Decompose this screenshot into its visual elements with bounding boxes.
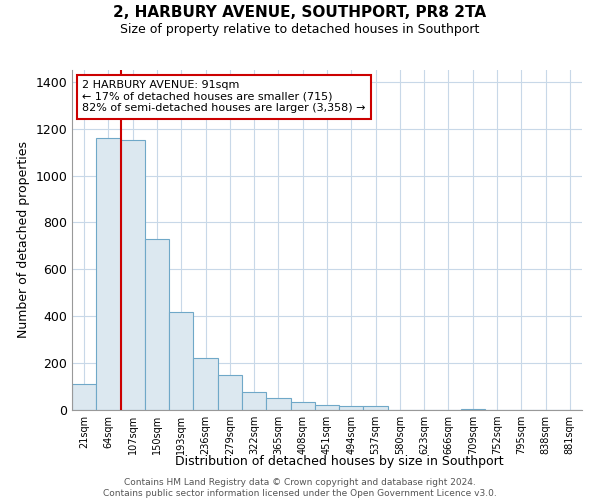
Text: Size of property relative to detached houses in Southport: Size of property relative to detached ho… (121, 22, 479, 36)
Text: Distribution of detached houses by size in Southport: Distribution of detached houses by size … (175, 455, 503, 468)
Bar (145, 239, 169, 410)
Bar (266, 398, 290, 410)
Bar (339, 406, 364, 410)
Bar (72, 384, 96, 410)
Bar (315, 406, 339, 410)
Bar (193, 358, 218, 410)
Bar (121, 140, 145, 410)
Bar (242, 392, 266, 410)
Bar (290, 402, 315, 410)
Bar (169, 312, 193, 410)
Text: 2 HARBURY AVENUE: 91sqm
← 17% of detached houses are smaller (715)
82% of semi-d: 2 HARBURY AVENUE: 91sqm ← 17% of detache… (82, 80, 366, 114)
Y-axis label: Number of detached properties: Number of detached properties (17, 142, 30, 338)
Bar (218, 375, 242, 410)
Bar (461, 409, 485, 410)
Bar (364, 406, 388, 410)
Bar (96, 138, 121, 410)
Text: Contains HM Land Registry data © Crown copyright and database right 2024.
Contai: Contains HM Land Registry data © Crown c… (103, 478, 497, 498)
Text: 2, HARBURY AVENUE, SOUTHPORT, PR8 2TA: 2, HARBURY AVENUE, SOUTHPORT, PR8 2TA (113, 5, 487, 20)
